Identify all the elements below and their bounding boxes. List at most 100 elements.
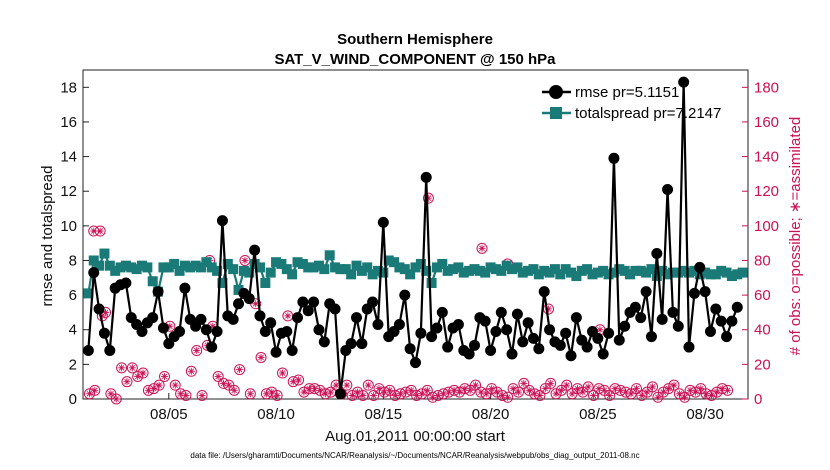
y-right-tick-label: 180 [754, 79, 779, 96]
totalspread-point [190, 260, 201, 271]
asterisk-arm [344, 382, 350, 388]
asterisk-arm [521, 380, 527, 387]
totalspread-point [313, 260, 324, 271]
rmse-point [174, 325, 186, 337]
obs-assimilated-marker [279, 369, 286, 377]
totalspread-point [549, 264, 560, 275]
y-tick-label: 10 [60, 218, 77, 235]
totalspread-point [496, 265, 507, 276]
obs-possible-marker [561, 379, 573, 391]
rmse-point [259, 325, 271, 337]
obs-assimilated-marker [161, 372, 169, 380]
rmse-point [554, 339, 566, 351]
legend-rmse-label: rmse pr=5.1151 [575, 84, 679, 101]
rmse-point [538, 286, 550, 298]
obs-assimilated-marker [112, 395, 120, 403]
y-tick-label: 4 [69, 322, 77, 339]
totalspread-point [437, 258, 448, 269]
totalspread-point [641, 267, 652, 278]
totalspread-point [721, 267, 732, 278]
totalspread-point [399, 264, 410, 275]
totalspread-point [297, 258, 308, 269]
obs-possible-marker [110, 393, 122, 405]
totalspread-point [110, 265, 121, 276]
totalspread-point [517, 267, 528, 278]
totalspread-point [474, 265, 485, 276]
obs-possible-marker [159, 370, 171, 382]
rmse-point [479, 315, 491, 327]
asterisk-arm [317, 387, 323, 394]
obs-assimilated-marker [284, 312, 292, 320]
obs-assimilated-marker [514, 388, 522, 396]
rmse-point [345, 338, 357, 350]
obs-possible-marker [88, 225, 100, 237]
asterisk-arm [215, 373, 221, 380]
rmse-point [308, 296, 320, 308]
rmse-point [420, 171, 432, 183]
obs-assimilated-marker [273, 392, 281, 400]
rmse-point [82, 345, 94, 357]
totalspread-point [249, 258, 260, 269]
asterisk-arm [515, 389, 522, 395]
totalspread-point [737, 267, 748, 278]
totalspread-point [185, 262, 196, 273]
rmse-point [731, 301, 743, 313]
rmse-point [211, 325, 223, 337]
rmse-point [522, 317, 534, 329]
obs-possible-marker [255, 351, 267, 363]
asterisk-arm [258, 354, 264, 361]
asterisk-arm [113, 396, 120, 402]
obs-assimilated-marker [343, 381, 351, 389]
totalspread-point [442, 265, 453, 276]
rmse-point [104, 345, 116, 357]
obs-possible-marker [169, 379, 181, 391]
totalspread-point [555, 269, 566, 280]
x-tick-label: 08/15 [365, 406, 403, 423]
obs-assimilated-marker [596, 326, 604, 334]
obs-assimilated-marker [171, 381, 179, 389]
obs-assimilated-marker [563, 381, 571, 389]
chart-title: Southern Hemisphere [337, 31, 493, 48]
rmse-point [200, 324, 212, 336]
totalspread-point [490, 264, 501, 275]
rmse-point [517, 336, 529, 348]
obs-assimilated-marker [289, 378, 297, 386]
asterisk-arm [424, 387, 431, 394]
asterisk-arm [108, 391, 114, 397]
rmse-point [329, 303, 341, 315]
asterisk-arm [537, 392, 543, 399]
totalspread-point [319, 264, 330, 275]
totalspread-point [394, 262, 405, 273]
totalspread-point [367, 269, 378, 280]
asterisk-arm [660, 389, 667, 395]
obs-possible-marker [137, 367, 149, 379]
obs-assimilated-marker [472, 381, 480, 389]
asterisk-arm [172, 382, 179, 388]
obs-possible-marker [121, 376, 133, 388]
obs-assimilated-marker [724, 386, 732, 394]
rmse-point [688, 287, 700, 299]
asterisk-arm [386, 387, 393, 394]
obs-assimilated-marker [407, 386, 415, 394]
rmse-point [93, 303, 105, 315]
totalspread-point [120, 260, 131, 271]
totalspread-point [104, 260, 115, 271]
rmse-point [399, 289, 411, 301]
obs-assimilated-marker [370, 392, 378, 400]
totalspread-point [346, 269, 357, 280]
asterisk-arm [597, 326, 603, 333]
totalspread-point [614, 264, 625, 275]
rmse-point [452, 319, 464, 331]
obs-possible-marker [212, 370, 224, 382]
asterisk-arm [547, 380, 554, 387]
obs-assimilated-marker [155, 381, 163, 389]
legend: rmse pr=5.1151 totalspread pr=7.2147 [542, 84, 721, 122]
obs-possible-marker [545, 377, 557, 389]
obs-possible-marker [185, 365, 197, 377]
rmse-point [672, 320, 684, 332]
rmse-point [629, 301, 641, 313]
x-axis: 08/05 08/10 08/15 08/20 08/25 08/30 [150, 393, 724, 423]
y-tick-label: 16 [60, 114, 77, 131]
totalspread-point [292, 257, 303, 268]
asterisk-arm [295, 377, 302, 383]
